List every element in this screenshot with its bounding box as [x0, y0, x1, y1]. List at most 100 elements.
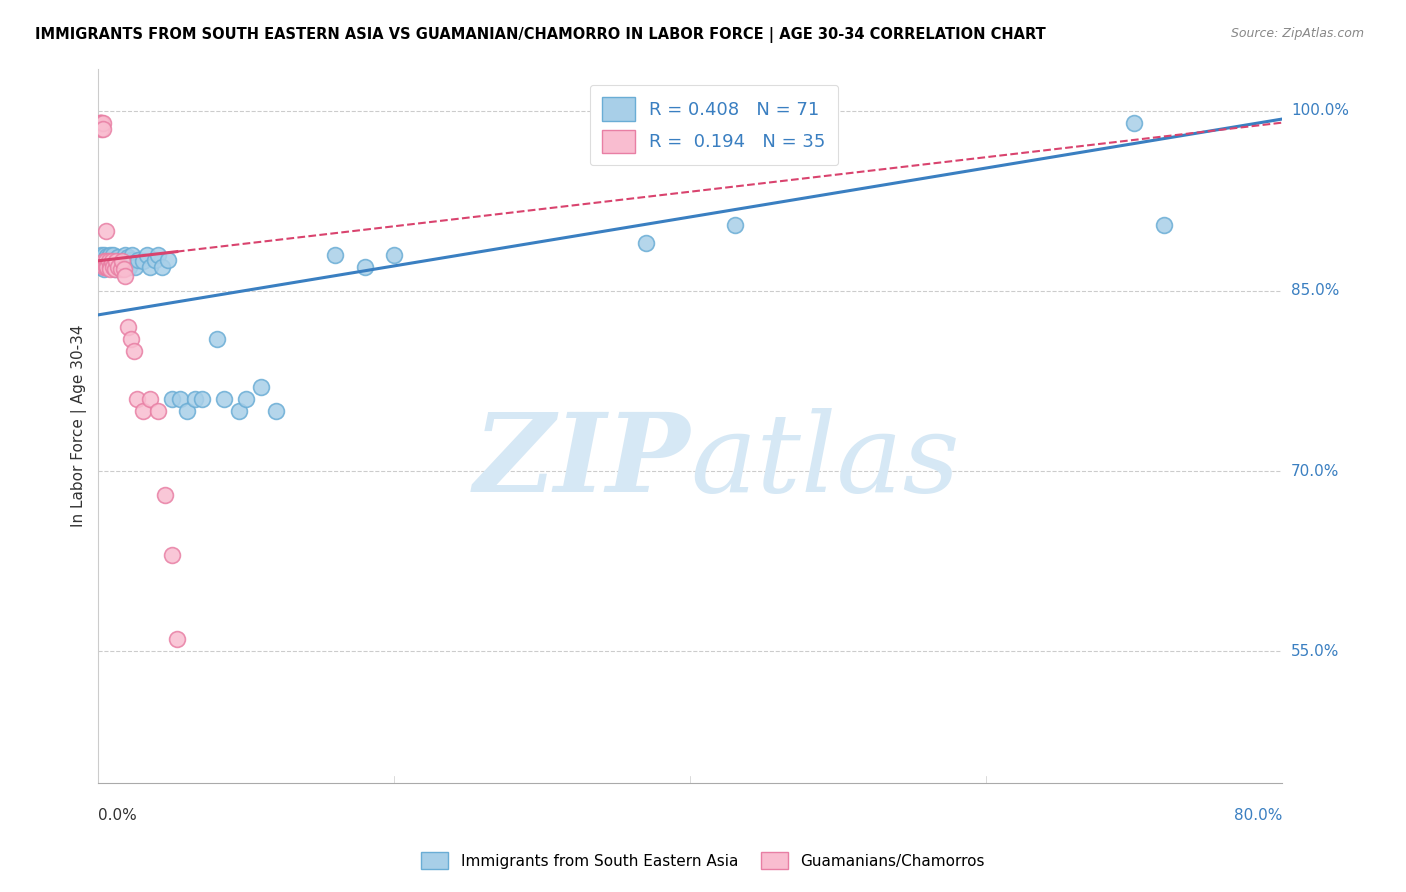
Point [146, 248, 169, 262]
Point [114, 248, 136, 262]
Legend: Immigrants from South Eastern Asia, Guamanians/Chamorros: Immigrants from South Eastern Asia, Guam… [415, 846, 991, 875]
Text: atlas: atlas [690, 408, 960, 516]
Point [96, 253, 118, 268]
Text: 70.0%: 70.0% [1291, 464, 1339, 479]
Point [156, 252, 179, 267]
Point [104, 255, 127, 269]
Point [89, 115, 111, 129]
Point [89, 115, 111, 129]
Point [98, 260, 121, 274]
Point [93, 248, 115, 262]
Legend: R = 0.408   N = 71, R =  0.194   N = 35: R = 0.408 N = 71, R = 0.194 N = 35 [589, 85, 838, 165]
Point [89, 253, 111, 268]
Point [94, 260, 117, 274]
Point [122, 343, 145, 358]
Point [117, 250, 139, 264]
Point [101, 260, 124, 274]
Point [91, 257, 114, 271]
Point [105, 252, 128, 267]
Point [91, 115, 114, 129]
Point [97, 250, 120, 264]
Point [162, 548, 184, 562]
Point [107, 257, 129, 271]
Point [323, 248, 346, 262]
Point [205, 332, 228, 346]
Point [121, 248, 143, 262]
Point [94, 253, 117, 268]
Point [90, 115, 112, 129]
Point [94, 224, 117, 238]
Point [114, 269, 136, 284]
Point [166, 632, 188, 647]
Point [96, 260, 118, 274]
Point [100, 260, 122, 274]
Point [98, 260, 121, 274]
Point [107, 250, 129, 264]
Point [250, 380, 273, 394]
Point [101, 260, 124, 274]
Text: Source: ZipAtlas.com: Source: ZipAtlas.com [1230, 27, 1364, 40]
Point [89, 260, 111, 274]
Point [212, 392, 235, 406]
Point [100, 252, 122, 267]
Point [93, 253, 115, 268]
Point [191, 392, 214, 406]
Point [101, 248, 124, 262]
Point [91, 260, 114, 274]
Point [1123, 115, 1146, 129]
Point [353, 260, 375, 274]
Point [94, 252, 117, 266]
Point [97, 260, 120, 274]
Point [150, 260, 173, 274]
Point [105, 260, 128, 274]
Text: 100.0%: 100.0% [1291, 103, 1348, 118]
Point [120, 332, 142, 346]
Point [94, 256, 117, 270]
Point [120, 252, 142, 267]
Point [111, 253, 134, 268]
Point [169, 392, 191, 406]
Point [143, 252, 166, 267]
Point [124, 260, 146, 274]
Point [162, 392, 184, 406]
Point [94, 260, 117, 274]
Point [139, 260, 162, 274]
Point [132, 404, 155, 418]
Point [93, 253, 115, 268]
Point [125, 392, 148, 406]
Point [107, 260, 129, 274]
Point [93, 260, 115, 274]
Point [96, 260, 118, 274]
Point [100, 253, 122, 268]
Point [724, 218, 747, 232]
Point [90, 115, 112, 129]
Text: ZIP: ZIP [474, 408, 690, 516]
Text: 85.0%: 85.0% [1291, 284, 1339, 298]
Point [98, 262, 121, 277]
Text: IMMIGRANTS FROM SOUTH EASTERN ASIA VS GUAMANIAN/CHAMORRO IN LABOR FORCE | AGE 30: IMMIGRANTS FROM SOUTH EASTERN ASIA VS GU… [35, 27, 1046, 43]
Point [110, 253, 132, 268]
Point [104, 262, 127, 277]
Point [115, 257, 138, 271]
Point [111, 260, 134, 274]
Point [112, 252, 135, 267]
Point [112, 262, 135, 277]
Point [176, 404, 198, 418]
Point [90, 253, 112, 268]
Point [90, 121, 112, 136]
Point [146, 404, 169, 418]
Point [93, 262, 115, 277]
Point [108, 260, 131, 274]
Point [634, 235, 657, 250]
Text: 80.0%: 80.0% [1234, 808, 1282, 823]
Point [183, 392, 205, 406]
Point [235, 392, 257, 406]
Point [91, 250, 114, 264]
Point [105, 253, 128, 268]
Point [98, 253, 121, 268]
Point [97, 253, 120, 268]
Point [136, 248, 159, 262]
Point [101, 253, 124, 268]
Point [104, 262, 127, 277]
Point [153, 488, 176, 502]
